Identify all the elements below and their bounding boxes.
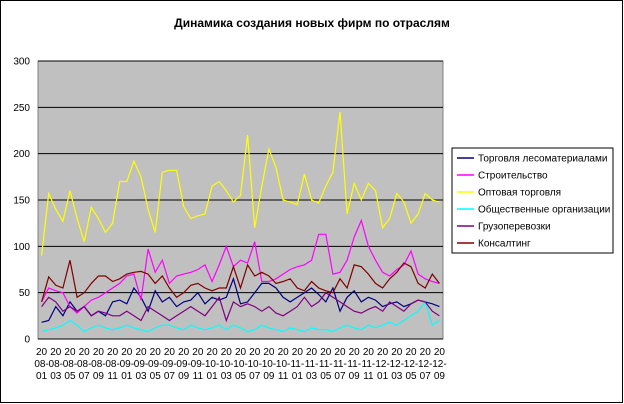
x-tick-label: 20 08-05 xyxy=(63,347,77,382)
series-line xyxy=(41,300,440,333)
y-tick-label: 100 xyxy=(13,242,30,253)
x-tick-label: 20 10-03 xyxy=(219,347,233,382)
x-tick-label: 20 08-09 xyxy=(91,347,105,382)
x-tick-label: 20 10-05 xyxy=(233,347,247,382)
y-tick-label: 0 xyxy=(24,335,30,346)
x-tick-label: 20 09-11 xyxy=(191,347,205,382)
x-tick-label: 20 12-01 xyxy=(375,347,389,382)
x-tick-label: 20 12-07 xyxy=(418,347,432,382)
x-tick-label: 20 09-01 xyxy=(120,347,134,382)
x-tick-label: 20 12-03 xyxy=(390,347,404,382)
series-line xyxy=(41,291,440,323)
y-tick-label: 50 xyxy=(19,288,31,299)
x-tick-label: 20 10-09 xyxy=(262,347,276,382)
legend-label: Торговля лесоматериалами xyxy=(478,154,607,165)
x-tick-label: 20 10-07 xyxy=(247,347,261,382)
series-line xyxy=(41,260,440,303)
x-tick-label: 20 12-05 xyxy=(404,347,418,382)
x-tick-label: 20 10-11 xyxy=(276,347,290,382)
x-tick-label: 20 11-09 xyxy=(347,347,361,382)
series-line xyxy=(41,276,440,323)
series-line xyxy=(41,218,440,314)
x-tick-label: 20 08-03 xyxy=(49,347,63,382)
y-tick-label: 150 xyxy=(13,196,30,207)
x-tick-label: 20 08-07 xyxy=(77,347,91,382)
x-tick-label: 20 08-01 xyxy=(34,347,48,382)
x-tick-label: 20 09-07 xyxy=(162,347,176,382)
y-tick-label: 300 xyxy=(13,57,30,68)
x-tick-label: 20 11-01 xyxy=(290,347,304,382)
legend-label: Оптовая торговля xyxy=(478,188,561,199)
x-tick-label: 20 09-09 xyxy=(176,347,190,382)
x-tick-label: 20 11-05 xyxy=(319,347,333,382)
x-tick-label: 20 09-05 xyxy=(148,347,162,382)
y-tick-label: 200 xyxy=(13,149,30,160)
y-tick-label: 250 xyxy=(13,103,30,114)
series-line xyxy=(41,111,440,256)
x-tick-label: 20 10-01 xyxy=(205,347,219,382)
x-tick-label: 20 08-11 xyxy=(105,347,119,382)
legend-label: Грузоперевозки xyxy=(478,222,551,233)
x-tick-label: 20 11-03 xyxy=(305,347,319,382)
x-tick-label: 20 12-09 xyxy=(432,347,446,382)
legend-label: Общественные организации xyxy=(478,204,610,216)
chart-title: Динамика создания новых фирм по отраслям xyxy=(174,16,450,30)
x-tick-label: 20 11-11 xyxy=(362,347,376,382)
legend-label: Консалтинг xyxy=(478,239,531,250)
legend-box xyxy=(451,147,614,254)
x-tick-label: 20 11-07 xyxy=(333,347,347,382)
x-tick-label: 20 09-03 xyxy=(134,347,148,382)
legend-label: Строительство xyxy=(478,171,548,182)
